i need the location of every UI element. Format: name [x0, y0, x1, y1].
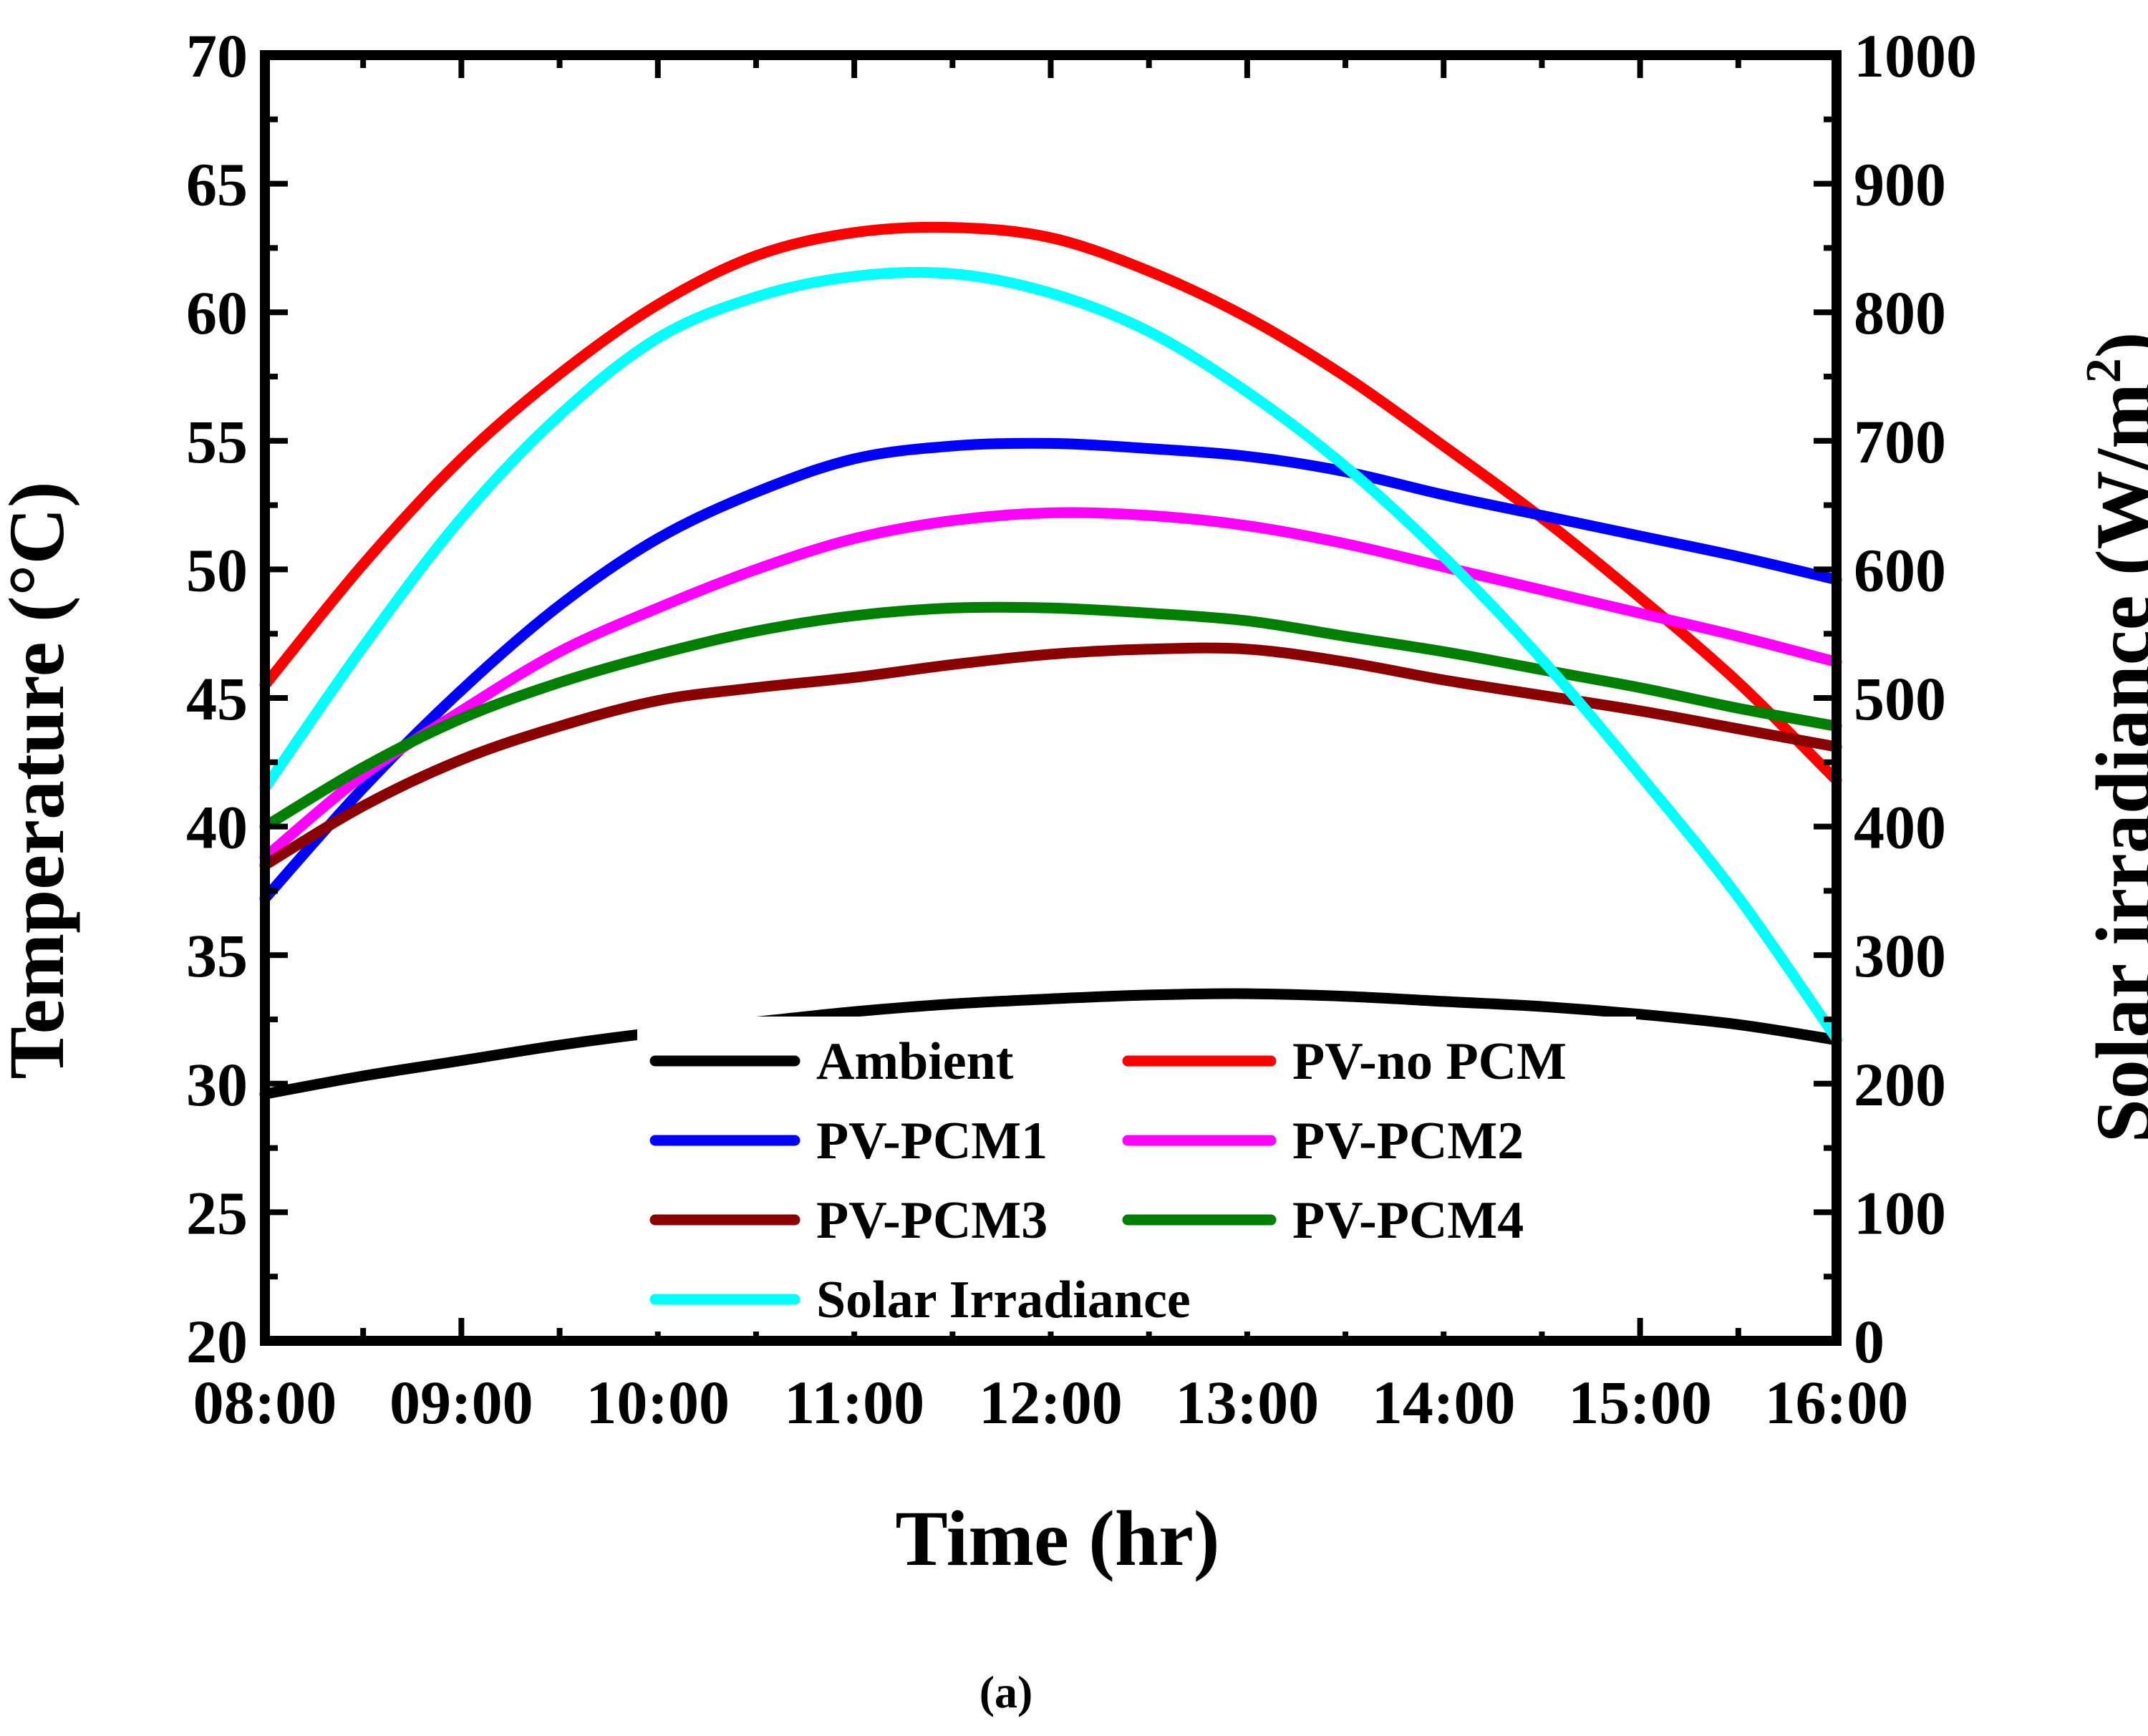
right-y-axis-title-close: ) [2080, 332, 2148, 359]
right-y-tick-label: 1000 [1854, 21, 1977, 90]
right-y-tick-label: 800 [1854, 278, 1946, 347]
series-layer [259, 221, 1842, 1100]
x-tick-label: 10:00 [586, 1368, 730, 1437]
legend-label-pv-pcm1: PV-PCM1 [816, 1112, 1048, 1170]
series-line-pv-pcm2 [259, 507, 1842, 863]
right-y-tick-label: 500 [1854, 664, 1946, 733]
ticks-layer: 2025303540455055606570010020030040050060… [186, 21, 1977, 1437]
legend-label-ambient: Ambient [816, 1032, 1014, 1091]
right-y-tick-label: 400 [1854, 793, 1946, 862]
x-tick-label: 08:00 [193, 1368, 337, 1437]
x-tick-label: 14:00 [1372, 1368, 1516, 1437]
legend: Ambient PV-no PCM PV-PCM1 PV-PCM2 PV-PCM3 PV-… [637, 1017, 1636, 1332]
left-y-tick-label: 60 [186, 278, 248, 347]
right-y-tick-label: 600 [1854, 535, 1946, 604]
legend-label-pv-pcm2: PV-PCM2 [1292, 1112, 1524, 1170]
left-y-tick-label: 40 [186, 793, 248, 862]
left-y-tick-label: 70 [186, 21, 248, 90]
left-y-tick-label: 20 [186, 1307, 248, 1376]
x-tick-label: 13:00 [1176, 1368, 1320, 1437]
right-y-axis-title-main: Solar irradiance (W/m [2080, 383, 2148, 1143]
left-y-tick-label: 30 [186, 1050, 248, 1119]
right-y-tick-label: 900 [1854, 150, 1946, 219]
x-tick-label: 15:00 [1568, 1368, 1712, 1437]
left-y-tick-label: 65 [186, 150, 248, 219]
left-y-tick-label: 45 [186, 664, 248, 733]
left-y-tick-label: 50 [186, 535, 248, 604]
x-tick-label: 11:00 [784, 1368, 924, 1437]
series-line-pv-pcm4 [259, 601, 1842, 833]
legend-background [637, 1017, 1636, 1332]
left-y-axis-title: Temperature (°C) [0, 481, 80, 1079]
right-y-axis-title: Solar irradiance (W/m2) [2076, 332, 2148, 1143]
right-y-axis-title-superscript: 2 [2076, 358, 2132, 383]
x-tick-label: 12:00 [979, 1368, 1123, 1437]
series-line-pv-pcm1 [259, 437, 1842, 904]
series-line-pv-pcm3 [259, 642, 1842, 871]
series-line-pv-no-pcm [259, 221, 1842, 786]
left-y-tick-label: 35 [186, 921, 248, 990]
x-axis-title: Time (hr) [895, 1495, 1219, 1582]
x-tick-label: 16:00 [1765, 1368, 1909, 1437]
left-y-tick-label: 55 [186, 407, 248, 476]
right-y-tick-label: 300 [1854, 921, 1946, 990]
legend-label-solar-irradiance: Solar Irradiance [816, 1271, 1191, 1329]
legend-label-pv-no-pcm: PV-no PCM [1292, 1032, 1567, 1091]
left-y-tick-label: 25 [186, 1178, 248, 1247]
right-y-tick-label: 200 [1854, 1050, 1946, 1119]
x-tick-label: 09:00 [390, 1368, 533, 1437]
legend-label-pv-pcm3: PV-PCM3 [816, 1191, 1048, 1250]
figure-caption: (a) [979, 1667, 1033, 1717]
series-line-solar-irradiance [259, 266, 1842, 1044]
right-y-tick-label: 0 [1854, 1307, 1885, 1376]
series-line-ambient [259, 988, 1842, 1100]
right-y-tick-label: 100 [1854, 1178, 1946, 1247]
legend-label-pv-pcm4: PV-PCM4 [1292, 1191, 1524, 1250]
right-y-tick-label: 700 [1854, 407, 1946, 476]
